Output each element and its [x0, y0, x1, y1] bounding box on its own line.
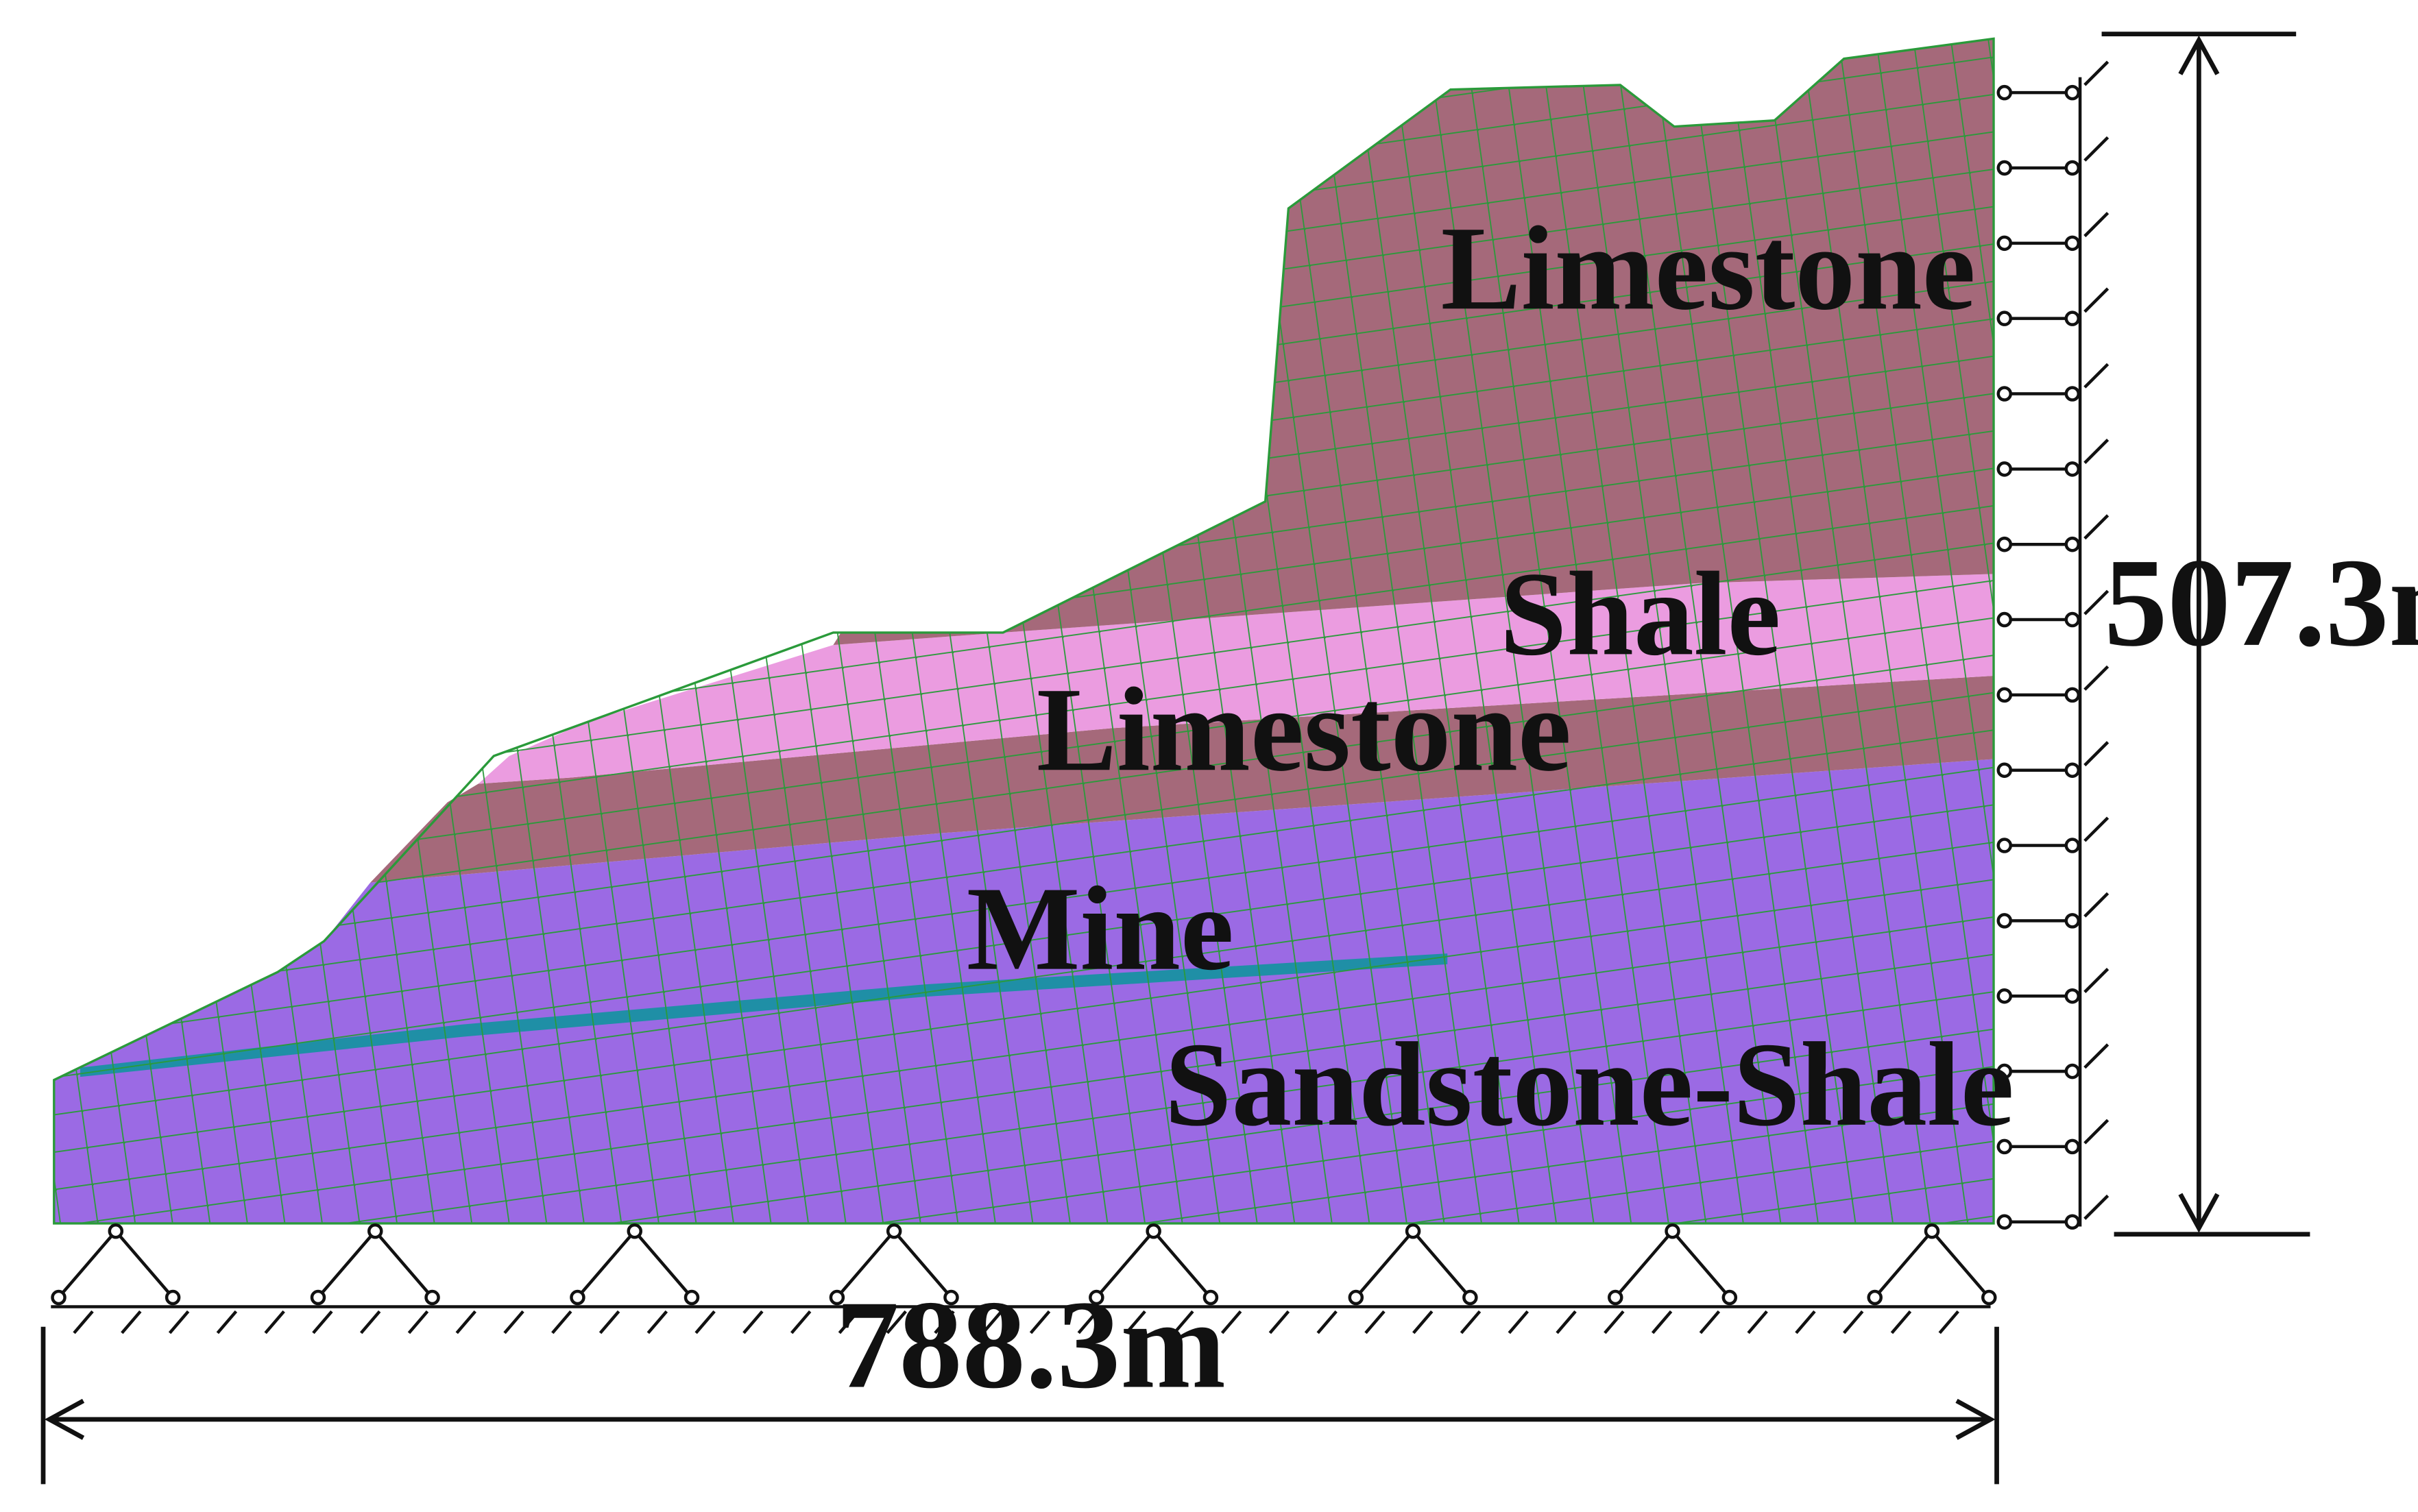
hatch-mark — [2083, 816, 2109, 842]
hatch-mark — [694, 1310, 716, 1334]
roller-support — [1996, 687, 2081, 703]
hatch-mark — [2083, 363, 2109, 389]
right-roller-supports — [1996, 84, 2081, 1230]
pin-support — [829, 1223, 959, 1306]
hatch-mark — [2083, 1043, 2109, 1069]
hatch-mark — [838, 1310, 860, 1334]
hatch-mark — [2083, 60, 2109, 86]
hatch-mark — [1220, 1310, 1242, 1334]
pin-support — [1608, 1223, 1738, 1306]
hatch-mark — [1364, 1310, 1386, 1334]
hatch-mark — [1508, 1310, 1529, 1334]
roller-support — [1996, 1138, 2081, 1155]
hatch-mark — [2083, 212, 2109, 238]
hatch-mark — [982, 1310, 1003, 1334]
right-wall-hatch — [2083, 60, 2109, 1220]
roller-support — [1996, 536, 2081, 552]
roller-support — [1996, 160, 2081, 176]
hatch-mark — [1747, 1310, 1768, 1334]
height-dimension — [2101, 32, 2310, 1237]
hatch-mark — [2083, 136, 2109, 162]
hatch-mark — [1173, 1310, 1194, 1334]
hatch-mark — [1651, 1310, 1673, 1334]
hatch-mark — [407, 1310, 429, 1334]
hatch-mark — [1890, 1310, 1912, 1334]
hatch-mark — [2083, 892, 2109, 918]
hatch-mark — [264, 1310, 285, 1334]
hatch-mark — [2083, 1119, 2109, 1145]
hatch-mark — [1938, 1310, 1959, 1334]
pin-support — [570, 1223, 700, 1306]
hatch-mark — [2083, 514, 2109, 540]
hatch-mark — [168, 1310, 190, 1334]
hatch-mark — [886, 1310, 907, 1334]
hatch-mark — [646, 1310, 668, 1334]
label-limestone-upper: Limestone — [1441, 202, 1976, 334]
pin-support — [1348, 1223, 1478, 1306]
label-limestone-lower: Limestone — [1037, 663, 1571, 796]
roller-support — [1996, 988, 2081, 1004]
label-height-dimension: 507.3m — [2104, 533, 2418, 672]
hatch-mark — [359, 1310, 381, 1334]
roller-support — [1996, 611, 2081, 628]
model-outline — [53, 37, 1995, 1225]
hatch-mark — [2083, 1194, 2109, 1220]
roller-support — [1996, 838, 2081, 853]
hatch-mark — [1412, 1310, 1434, 1334]
hatch-mark — [2083, 287, 2109, 313]
roller-support — [1996, 762, 2081, 778]
roller-support — [1996, 84, 2081, 101]
hatch-mark — [790, 1310, 812, 1334]
hatch-mark — [2083, 741, 2109, 767]
hatch-mark — [216, 1310, 238, 1334]
width-dimension — [40, 1326, 1999, 1485]
pin-support — [51, 1223, 181, 1306]
hatch-mark — [312, 1310, 333, 1334]
hatch-mark — [503, 1310, 524, 1334]
hatch-mark — [2083, 968, 2109, 993]
label-width-dimension: 788.3m — [836, 1275, 1226, 1415]
hatch-mark — [1556, 1310, 1577, 1334]
roller-support — [1996, 1063, 2081, 1080]
roller-support — [1996, 386, 2081, 402]
pin-support — [310, 1223, 440, 1306]
hatch-mark — [1795, 1310, 1816, 1334]
hatch-mark — [599, 1310, 620, 1334]
bottom-pin-supports — [51, 1223, 1997, 1306]
hatch-mark — [1604, 1310, 1625, 1334]
pin-support — [1867, 1223, 1997, 1306]
hatch-mark — [1029, 1310, 1051, 1334]
hatch-mark — [1842, 1310, 1864, 1334]
hatch-mark — [2083, 438, 2109, 464]
roller-support — [1996, 1214, 2081, 1230]
bottom-ground-hatch — [73, 1310, 1959, 1334]
hatch-mark — [1316, 1310, 1338, 1334]
hatch-mark — [1125, 1310, 1146, 1334]
hatch-mark — [934, 1310, 955, 1334]
hatch-mark — [551, 1310, 572, 1334]
hatch-mark — [1699, 1310, 1721, 1334]
hatch-mark — [2083, 665, 2109, 691]
roller-support — [1996, 461, 2081, 477]
hatch-mark — [1077, 1310, 1099, 1334]
hatch-mark — [1268, 1310, 1290, 1334]
hatch-mark — [121, 1310, 142, 1334]
pin-support — [1089, 1223, 1219, 1306]
label-mine: Mine — [967, 862, 1234, 995]
hatch-mark — [742, 1310, 764, 1334]
label-sandstone-shale: Sandstone-Shale — [1165, 1018, 2014, 1151]
hatch-mark — [1460, 1310, 1482, 1334]
roller-support — [1996, 310, 2081, 326]
hatch-mark — [2083, 589, 2109, 615]
hatch-mark — [73, 1310, 94, 1334]
label-shale: Shale — [1500, 547, 1781, 680]
hatch-mark — [455, 1310, 476, 1334]
roller-support — [1996, 913, 2081, 929]
roller-support — [1996, 235, 2081, 252]
